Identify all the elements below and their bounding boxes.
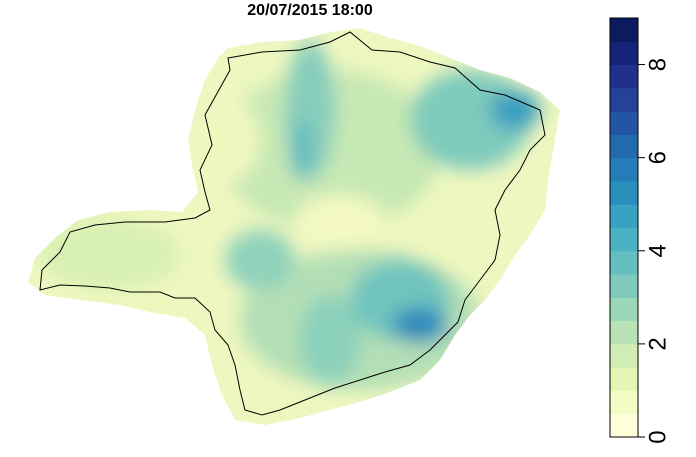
legend-swatch — [610, 343, 638, 368]
legend-swatch — [610, 134, 638, 159]
legend-swatch — [610, 64, 638, 89]
high-zone — [300, 295, 360, 385]
legend-colorbar — [609, 17, 639, 438]
legend-tick-label: 2 — [645, 337, 672, 350]
peak-zone — [392, 307, 448, 343]
legend-swatch — [610, 180, 638, 205]
legend-tick-label: 8 — [645, 58, 672, 71]
peak-zone — [290, 120, 310, 180]
legend-ticks: 0 2 4 6 8 — [638, 58, 672, 444]
legend-swatch — [610, 87, 638, 112]
legend-swatch — [610, 413, 638, 438]
legend-swatch — [610, 390, 638, 415]
legend-swatch — [610, 367, 638, 391]
low-zone — [295, 195, 385, 245]
legend-swatch — [610, 157, 638, 182]
legend-tick-label: 4 — [645, 244, 672, 257]
precipitation-map — [28, 28, 560, 425]
legend-border — [609, 17, 639, 438]
legend-swatch — [610, 41, 638, 66]
mid-zone — [40, 220, 180, 290]
legend-swatch — [610, 227, 638, 252]
legend-swatch — [610, 250, 638, 275]
legend-swatch — [610, 274, 638, 298]
legend-tick-label: 6 — [645, 151, 672, 164]
state-border — [39, 31, 546, 416]
peak-zone — [490, 90, 540, 130]
legend-tick-label: 0 — [645, 430, 672, 443]
low-zone — [200, 100, 260, 180]
legend-swatch — [610, 297, 638, 322]
legend-swatch — [610, 18, 638, 42]
map-title: 20/07/2015 18:00 — [247, 2, 373, 19]
legend-swatch — [610, 111, 638, 135]
legend-swatch — [610, 320, 638, 345]
raster-field — [28, 28, 560, 425]
high-zone — [225, 230, 295, 290]
legend-swatch — [610, 204, 638, 228]
low-zone — [420, 210, 500, 270]
